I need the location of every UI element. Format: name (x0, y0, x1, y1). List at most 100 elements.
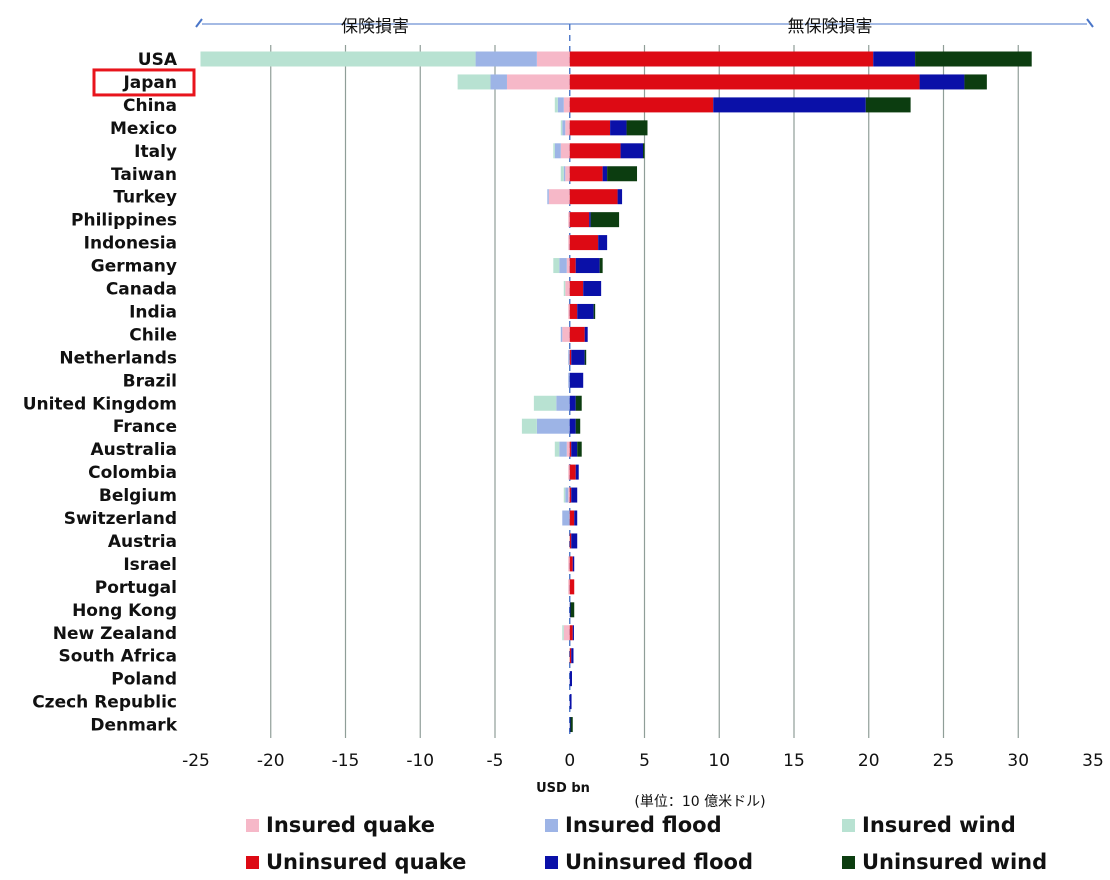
legend-item-insured-flood: Insured flood (545, 813, 722, 837)
bar-philippines-uninsured-wind (591, 212, 619, 227)
category-label-china: China (123, 96, 177, 116)
bar-taiwan-insured-wind (561, 166, 564, 181)
legend-label: Uninsured quake (266, 850, 466, 874)
legend-item-uninsured-wind: Uninsured wind (842, 850, 1047, 874)
bar-indonesia-insured-quake (568, 235, 569, 250)
category-label-brazil: Brazil (123, 371, 177, 391)
bar-chile-insured-flood (561, 327, 562, 342)
bar-japan-uninsured-flood (920, 74, 965, 89)
category-label-chile: Chile (129, 325, 177, 345)
category-label-germany: Germany (91, 257, 177, 277)
bar-denmark-uninsured-wind (570, 717, 572, 732)
bar-germany-uninsured-quake (570, 258, 576, 273)
category-label-india: India (129, 302, 177, 322)
category-label-hong-kong: Hong Kong (72, 601, 177, 621)
bar-israel-uninsured-quake (570, 556, 573, 571)
bar-japan-insured-wind (458, 74, 491, 89)
bar-usa-insured-flood (476, 52, 537, 67)
bar-indonesia-uninsured-quake (570, 235, 598, 250)
bar-austria-uninsured-quake (570, 533, 571, 548)
bar-taiwan-insured-flood (564, 166, 565, 181)
category-label-canada: Canada (106, 280, 177, 300)
bars (200, 52, 1031, 733)
bar-india-uninsured-quake (570, 304, 577, 319)
bar-india-uninsured-flood (577, 304, 593, 319)
bar-philippines-uninsured-quake (570, 212, 589, 227)
bar-new-zealand-uninsured-flood (573, 625, 574, 640)
bar-mexico-insured-quake (565, 120, 569, 135)
bar-united-kingdom-insured-wind (534, 396, 556, 411)
bar-brazil-uninsured-flood (570, 373, 583, 388)
bar-switzerland-uninsured-quake (570, 511, 574, 526)
x-tick-label: -20 (257, 751, 285, 771)
x-axis-label: USD bn (536, 781, 590, 796)
bar-new-zealand-insured-quake (564, 625, 570, 640)
bar-australia-uninsured-wind (577, 442, 581, 457)
bar-australia-insured-flood (559, 442, 566, 457)
bar-poland-uninsured-flood (570, 671, 572, 686)
bar-philippines-insured-quake (568, 212, 569, 227)
category-label-united-kingdom: United Kingdom (23, 394, 177, 414)
bar-china-insured-quake (564, 97, 570, 112)
x-tick-label: 5 (639, 751, 650, 771)
category-label-france: France (113, 417, 177, 437)
legend-label: Uninsured wind (862, 850, 1047, 874)
bar-italy-insured-quake (561, 143, 570, 158)
category-label-australia: Australia (91, 440, 178, 460)
unit-note: (単位：10 億米ドル) (634, 794, 765, 810)
bar-germany-uninsured-flood (576, 258, 600, 273)
category-label-switzerland: Switzerland (64, 509, 177, 529)
legend-label: Insured wind (862, 813, 1016, 837)
bar-austria-uninsured-flood (571, 533, 577, 548)
bar-mexico-uninsured-quake (570, 120, 610, 135)
bar-italy-uninsured-wind (643, 143, 644, 158)
bar-italy-insured-wind (553, 143, 554, 158)
bar-canada-insured-quake (565, 281, 569, 296)
x-tick-labels: -25 -20 -15 -10 -5 0 5 10 15 20 25 30 35 (182, 751, 1104, 771)
bar-france-insured-wind (522, 419, 537, 434)
bar-united-kingdom-uninsured-wind (576, 396, 582, 411)
bar-taiwan-uninsured-flood (603, 166, 607, 181)
bar-hong-kong-uninsured-wind (570, 602, 574, 617)
legend-swatch (246, 819, 259, 832)
bar-germany-insured-flood (559, 258, 566, 273)
bar-canada-uninsured-quake (570, 281, 583, 296)
bar-taiwan-uninsured-wind (607, 166, 637, 181)
bar-philippines-uninsured-flood (589, 212, 590, 227)
legend-swatch (545, 856, 558, 869)
bar-germany-insured-wind (553, 258, 559, 273)
bar-australia-uninsured-quake (570, 442, 571, 457)
category-label-usa: USA (138, 50, 178, 70)
category-label-japan: Japan (122, 73, 177, 93)
category-label-poland: Poland (111, 670, 177, 690)
bar-south-africa-uninsured-flood (571, 648, 573, 663)
category-label-new-zealand: New Zealand (53, 624, 177, 644)
category-label-italy: Italy (134, 142, 177, 162)
bar-czech-republic-uninsured-flood (570, 694, 572, 709)
bar-switzerland-uninsured-flood (574, 511, 577, 526)
bar-china-insured-flood (558, 97, 564, 112)
category-label-belgium: Belgium (99, 486, 177, 506)
category-label-portugal: Portugal (95, 578, 177, 598)
chart-header: 保険損害 無保険損害 (341, 17, 873, 37)
bar-china-uninsured-quake (570, 97, 714, 112)
bar-usa-uninsured-flood (873, 52, 915, 67)
bar-taiwan-uninsured-quake (570, 166, 603, 181)
bar-colombia-insured-quake (568, 465, 569, 480)
bar-usa-uninsured-wind (915, 52, 1032, 67)
bar-chile-insured-quake (562, 327, 569, 342)
bar-turkey-insured-quake (549, 189, 570, 204)
bar-india-uninsured-wind (594, 304, 595, 319)
bar-canada-insured-wind (564, 281, 565, 296)
bar-france-uninsured-wind (576, 419, 580, 434)
legend-swatch (842, 819, 855, 832)
bar-australia-uninsured-flood (571, 442, 577, 457)
bar-portugal-uninsured-quake (570, 579, 574, 594)
x-tick-label: -15 (332, 751, 360, 771)
bar-japan-uninsured-wind (964, 74, 986, 89)
bar-belgium-insured-quake (568, 488, 569, 503)
bar-south-africa-uninsured-quake (570, 648, 571, 663)
bar-turkey-insured-flood (547, 189, 548, 204)
bar-belgium-insured-flood (565, 488, 568, 503)
